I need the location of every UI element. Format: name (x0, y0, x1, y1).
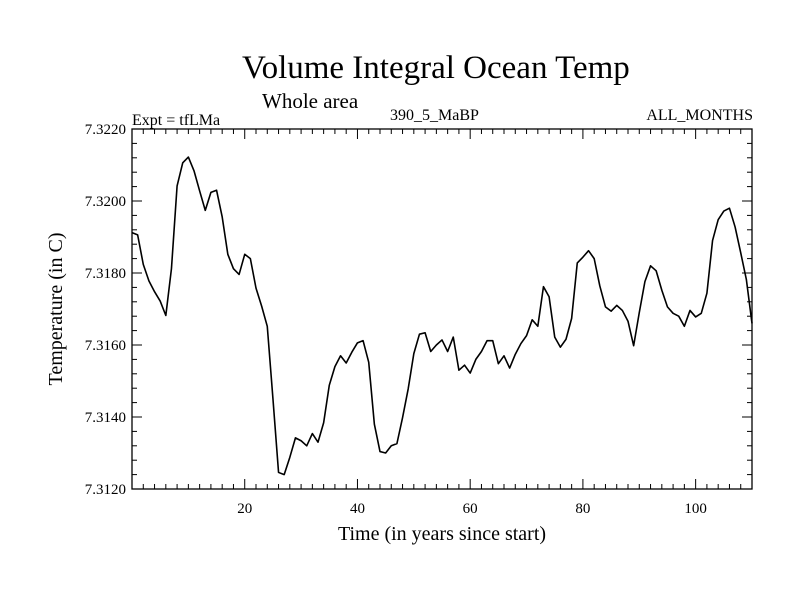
y-tick-label: 7.3160 (85, 338, 126, 354)
y-tick-label: 7.3140 (85, 410, 126, 426)
axis-tick-labels: 20 40 60 80 100 7.3120 7.3140 7.3160 7.3180 7.320… (85, 122, 707, 517)
x-tick-label: 20 (237, 501, 252, 517)
temperature-line (131, 156, 753, 476)
chart-title: Volume Integral Ocean Temp (242, 50, 630, 86)
x-tick-label: 80 (575, 501, 590, 517)
axis-ticks (132, 128, 752, 490)
y-tick-label: 7.3200 (85, 194, 126, 210)
y-tick-label: 7.3180 (85, 266, 126, 282)
x-tick-label: 60 (463, 501, 478, 517)
x-tick-label: 100 (684, 501, 707, 517)
x-axis-label: Time (in years since start) (338, 523, 546, 545)
plot-frame (131, 128, 753, 490)
y-tick-label: 7.3220 (85, 122, 126, 138)
y-axis-label: Temperature (in C) (45, 233, 67, 386)
x-tick-label: 40 (350, 501, 365, 517)
chart-subtitle: Whole area (262, 89, 359, 113)
y-tick-label: 7.3120 (85, 482, 126, 498)
experiment-label: Expt = tfLMa (132, 112, 221, 129)
period-label: 390_5_MaBP (390, 107, 479, 124)
months-label: ALL_MONTHS (646, 107, 753, 124)
